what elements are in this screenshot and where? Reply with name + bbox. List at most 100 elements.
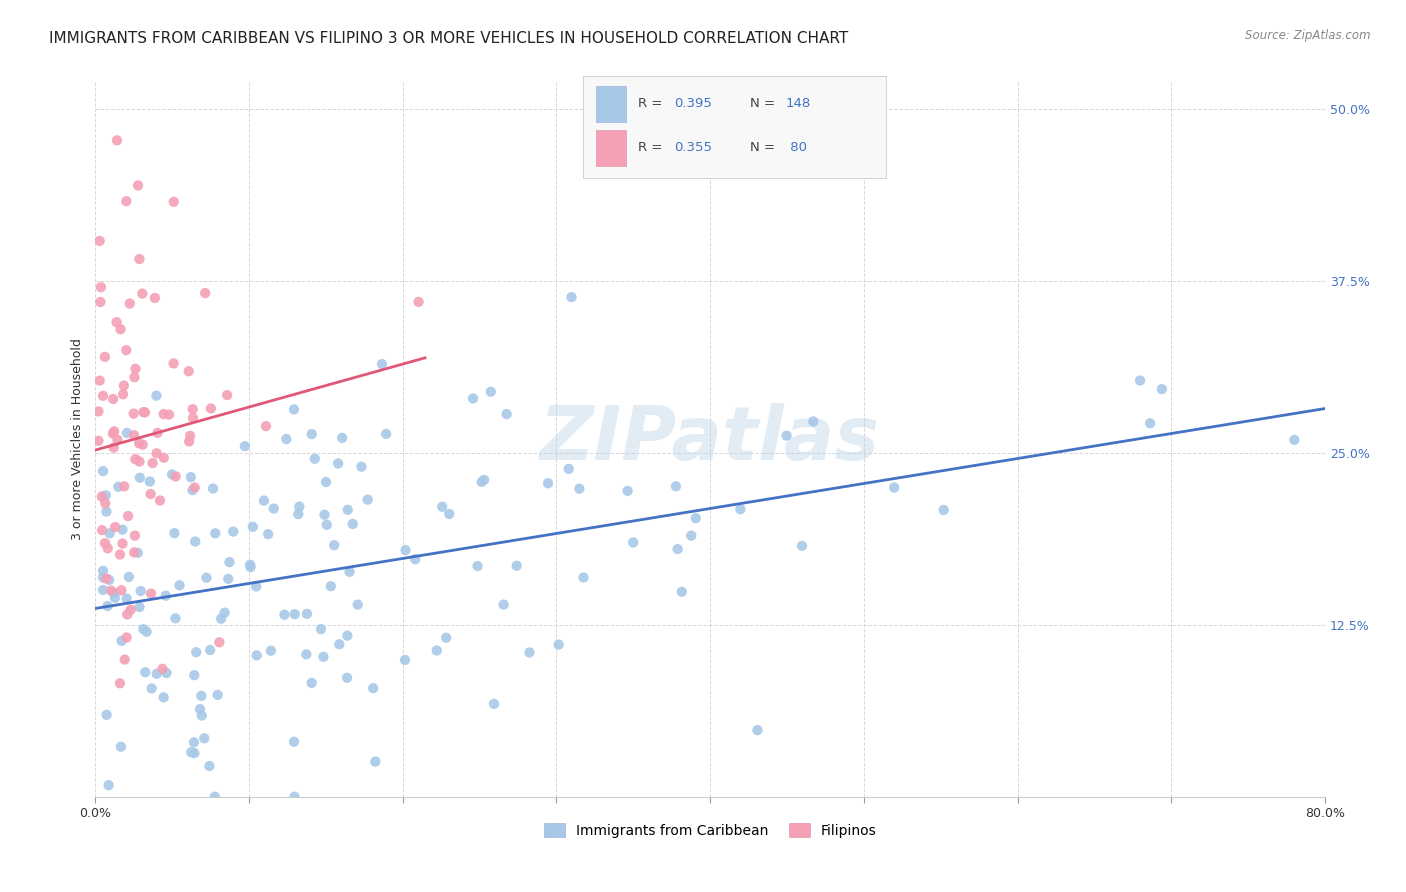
Point (111, 536, 134, 550)
Point (315, 517, 337, 532)
Point (404, 552, 426, 566)
Point (89, 295, 111, 310)
Text: Source: ZipAtlas.com: Source: ZipAtlas.com (1246, 29, 1371, 42)
Point (114, 652, 136, 666)
Point (112, 378, 135, 392)
Point (115, 631, 138, 645)
Point (165, 469, 187, 483)
Point (328, 637, 350, 651)
Point (91, 464, 114, 478)
Point (180, 745, 202, 759)
Point (96, 504, 118, 518)
Point (108, 676, 131, 690)
Point (124, 370, 146, 384)
Point (97, 541, 120, 556)
Point (128, 454, 150, 468)
Text: N =: N = (749, 97, 779, 110)
Point (568, 482, 591, 496)
Point (152, 662, 174, 676)
Point (145, 446, 167, 460)
Point (90, 490, 112, 504)
Point (239, 560, 262, 574)
Point (132, 438, 155, 452)
Point (375, 426, 398, 441)
Point (94, 536, 117, 550)
Point (245, 580, 267, 594)
Point (128, 600, 150, 615)
Point (184, 534, 207, 549)
Point (801, 415, 824, 429)
Point (135, 624, 157, 639)
Point (193, 731, 215, 746)
Point (572, 570, 595, 584)
Point (312, 649, 335, 664)
Point (557, 462, 579, 476)
Point (152, 407, 174, 421)
Point (163, 526, 186, 541)
Point (124, 361, 146, 376)
Point (96, 599, 118, 613)
Point (295, 607, 318, 621)
Point (94, 496, 117, 510)
Point (103, 585, 125, 599)
Point (160, 467, 183, 482)
Point (288, 500, 311, 514)
Point (96, 707, 118, 722)
Point (790, 539, 813, 553)
Text: 80: 80 (786, 141, 807, 154)
Point (339, 565, 361, 579)
Point (146, 425, 169, 440)
Point (112, 387, 135, 401)
Point (134, 665, 156, 680)
Point (155, 666, 177, 681)
Point (283, 402, 305, 417)
Point (183, 746, 205, 760)
Point (492, 598, 515, 612)
Point (181, 402, 204, 417)
Point (124, 452, 146, 467)
Point (91, 570, 114, 584)
Point (309, 622, 332, 636)
Text: IMMIGRANTS FROM CARIBBEAN VS FILIPINO 3 OR MORE VEHICLES IN HOUSEHOLD CORRELATIO: IMMIGRANTS FROM CARIBBEAN VS FILIPINO 3 … (49, 31, 848, 46)
Point (96, 572, 118, 586)
Point (127, 546, 149, 560)
Point (336, 671, 359, 685)
Point (110, 739, 132, 754)
Point (671, 584, 693, 599)
Point (685, 511, 707, 525)
Point (181, 483, 204, 497)
Point (217, 388, 239, 402)
Point (190, 708, 212, 723)
Point (169, 578, 191, 592)
Point (394, 543, 416, 558)
Point (194, 286, 217, 301)
Point (665, 479, 688, 493)
Point (115, 343, 138, 358)
Point (104, 591, 127, 605)
Point (139, 475, 162, 489)
Point (246, 648, 269, 663)
Point (371, 357, 394, 371)
Point (97, 778, 120, 792)
Point (1129, 374, 1152, 388)
Point (747, 723, 769, 738)
Point (204, 526, 226, 541)
Point (209, 612, 232, 626)
Point (283, 735, 305, 749)
Point (186, 645, 208, 659)
Point (89, 374, 111, 388)
Point (100, 583, 122, 598)
Point (115, 607, 138, 622)
Point (681, 528, 703, 542)
Point (179, 434, 201, 449)
Point (560, 290, 582, 304)
Point (547, 638, 569, 652)
Point (495, 407, 517, 421)
Point (177, 364, 200, 378)
Point (432, 500, 454, 514)
Point (128, 436, 150, 450)
Point (730, 502, 752, 516)
Point (336, 503, 359, 517)
Point (131, 286, 153, 301)
Point (103, 441, 125, 455)
